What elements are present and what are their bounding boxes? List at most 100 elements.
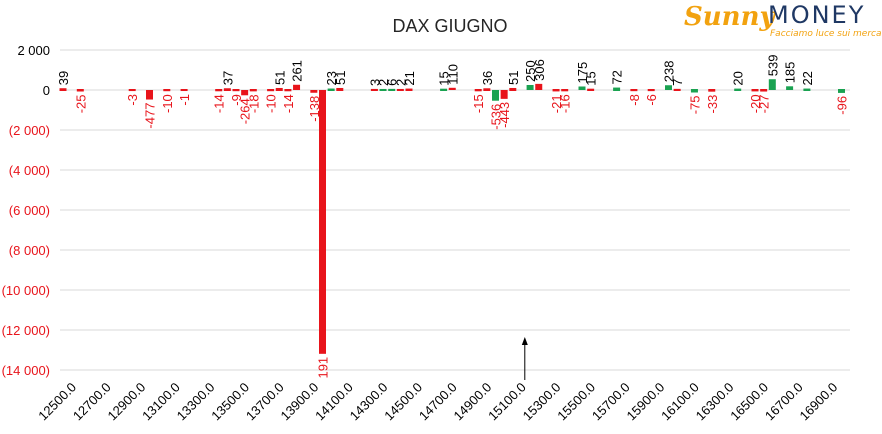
y-axis: 2 000 0 (2 000) (4 000) (6 000) (8 000) (10 00… [2,43,50,378]
bar [440,88,448,91]
bar [708,89,716,92]
bar [760,89,768,92]
data-label: 3 [367,79,382,86]
data-label: -443 [497,102,512,128]
bar [587,88,595,91]
data-label: 20 [731,71,746,85]
data-label: 72 [610,70,625,84]
data-label: -9 [229,94,244,106]
data-label: -10 [160,94,175,113]
data-label: -96 [835,96,850,115]
data-label: -25 [73,95,88,114]
bar [803,88,811,91]
bar [284,89,292,92]
data-label: 36 [480,71,495,85]
bar [526,85,534,90]
data-label: -27 [757,95,772,114]
data-label: -33 [705,95,720,114]
bar [293,84,301,90]
data-label: 250 [523,60,538,82]
data-label: -6 [644,94,659,106]
data-label: -138 [307,96,322,122]
data-label: 15 [437,71,452,85]
bar [396,88,404,91]
bar [647,89,655,92]
x-axis: 12500.012700.012900.013100.013300.013500… [35,380,840,424]
bar [310,90,318,93]
sunny-money-logo: Sunny MONEY Facciamo luce sui mercati [684,1,882,42]
bar [249,89,257,92]
data-label: -20 [748,94,763,113]
x-tick-label: 16900.0 [796,380,840,424]
bar [180,89,188,92]
y-tick-label: 0 [43,83,50,98]
data-label: 110 [445,64,460,85]
y-tick-label: 2 000 [17,43,50,58]
data-label: 2 [376,79,391,86]
bar [630,89,638,92]
data-label: 23 [324,71,339,85]
bar [535,83,543,90]
bar [492,90,499,101]
bar [215,89,223,92]
bar [76,89,84,92]
data-label: 261 [290,60,305,82]
bar [613,87,621,91]
data-label: -1 [177,94,192,106]
data-label: 175 [575,62,590,84]
bar [768,79,776,90]
bar [578,86,586,90]
bar [734,88,742,91]
bar [379,88,387,91]
bar [336,87,344,91]
bar [500,90,508,99]
data-label: 539 [765,55,780,77]
data-label: -536 [489,104,504,130]
data-label: 238 [662,61,677,83]
bar [474,89,482,92]
data-label: -477 [143,103,158,129]
bar [751,89,759,92]
data-label: -15 [471,94,486,113]
bar [232,89,240,92]
data-label: 7 [670,79,685,86]
bar [163,89,171,92]
bar [146,90,153,100]
data-label: -10 [264,94,279,113]
bar [370,88,378,91]
bar [223,88,231,91]
bar [673,88,681,91]
data-label: 37 [220,71,235,85]
y-tick-label: (10 000) [2,283,50,298]
data-label: 185 [783,62,798,84]
bar [405,88,413,91]
data-label: 2 [393,79,408,86]
bar [561,89,569,92]
data-label: 306 [532,59,547,81]
data-label: -75 [687,96,702,115]
y-tick-label: (12 000) [2,323,50,338]
annotation-arrow-head [521,337,528,345]
data-label: 191 [316,357,331,379]
data-label: 22 [800,71,815,85]
logo-sunny: Sunny [684,2,775,32]
bar [665,85,672,90]
data-label: -14 [281,94,296,113]
bar [267,89,275,92]
data-label: -8 [627,94,642,106]
bar [483,88,491,91]
bar [319,90,326,354]
data-label: 6 [385,79,400,86]
bar [838,89,845,93]
bar [509,87,517,91]
y-tick-label: (4 000) [9,163,50,178]
bar [241,90,249,96]
bar [786,86,794,90]
chart-title: DAX GIUGNO [392,16,507,36]
bar [690,89,698,93]
bars [59,79,845,354]
y-tick-label: (2 000) [9,123,50,138]
annotation [521,337,528,380]
data-label: -21 [549,94,564,113]
